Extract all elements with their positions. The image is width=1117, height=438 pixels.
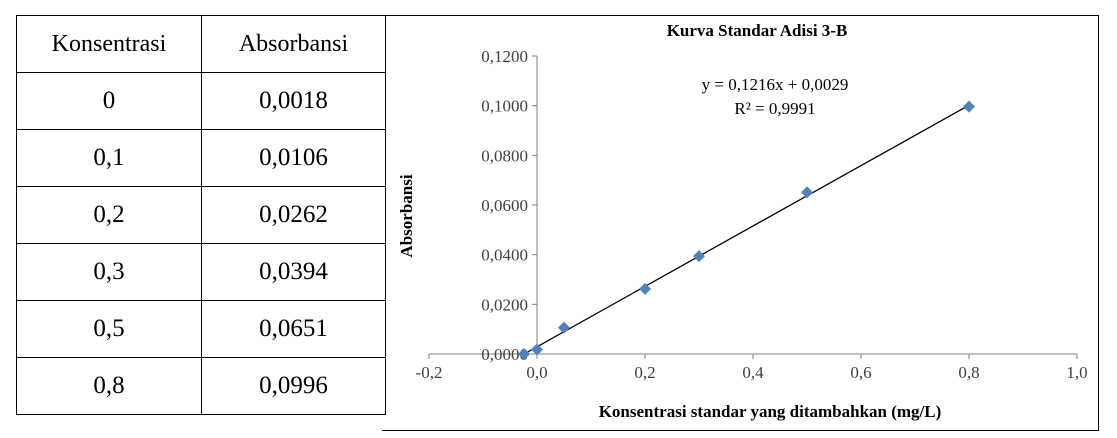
chart-title: Kurva Standar Adisi 3-B <box>667 21 848 40</box>
x-tick-label: 0,2 <box>634 363 655 382</box>
data-points <box>518 100 975 360</box>
table-cell-absorbansi: 0,0394 <box>201 243 386 301</box>
data-point-marker <box>518 348 531 360</box>
table-cell-absorbansi: 0,0996 <box>201 357 386 415</box>
y-tick-label: 0,1000 <box>481 97 528 116</box>
data-point-marker <box>531 343 543 356</box>
table-cell-konsentrasi: 0 <box>16 72 202 130</box>
table-cell-konsentrasi: 0,1 <box>16 129 202 187</box>
table-cell-konsentrasi: 0,2 <box>16 186 202 244</box>
x-tick-label: 0,8 <box>958 363 979 382</box>
table-cell-absorbansi: 0,0106 <box>201 129 386 187</box>
table-cell-absorbansi: 0,0651 <box>201 300 386 358</box>
y-tick-label: 0,0400 <box>481 246 528 265</box>
table-cell-konsentrasi: 0,8 <box>16 357 202 415</box>
y-tick-label: 0,1200 <box>481 47 528 66</box>
y-axis-label: Absorbansi <box>397 174 416 257</box>
axes: 0,0000 0,0200 0,0400 0,0600 0,0800 0,1000 0,12… <box>416 47 1088 382</box>
data-point-marker <box>963 100 975 113</box>
table-header-row: Konsentrasi Absorbansi <box>16 15 386 73</box>
table-row: 0 0,0018 <box>16 72 386 130</box>
data-point-marker <box>693 250 705 263</box>
y-tick-label: 0,0000 <box>481 345 528 364</box>
chart-frame: Kurva Standar Adisi 3-B Absorbansi Konse… <box>382 15 1099 431</box>
y-tick-label: 0,0200 <box>481 295 528 314</box>
trendline-equation: y = 0,1216x + 0,0029 <box>702 75 849 94</box>
y-tick-label: 0,0600 <box>481 196 528 215</box>
header-absorbansi: Absorbansi <box>201 15 386 73</box>
header-konsentrasi: Konsentrasi <box>16 15 202 73</box>
data-point-marker <box>801 186 813 199</box>
x-tick-label: -0,2 <box>416 363 443 382</box>
x-tick-label: 1,0 <box>1066 363 1087 382</box>
x-axis-label: Konsentrasi standar yang ditambahkan (mg… <box>599 402 942 421</box>
trendline-line <box>523 104 970 355</box>
y-tick-label: 0,0800 <box>481 146 528 165</box>
table-cell-absorbansi: 0,0018 <box>201 72 386 130</box>
data-point-marker <box>558 321 570 334</box>
table-row: 0,8 0,0996 <box>16 357 386 415</box>
table-cell-konsentrasi: 0,3 <box>16 243 202 301</box>
table-row: 0,5 0,0651 <box>16 300 386 358</box>
table-row: 0,1 0,0106 <box>16 129 386 187</box>
table-row: 0,3 0,0394 <box>16 243 386 301</box>
x-tick-label: 0,6 <box>850 363 871 382</box>
x-tick-label: 0,4 <box>742 363 764 382</box>
x-tick-label: 0,0 <box>526 363 547 382</box>
table-row: 0,2 0,0262 <box>16 186 386 244</box>
data-table: Konsentrasi Absorbansi 0 0,0018 0,1 0,01… <box>16 15 386 415</box>
table-cell-absorbansi: 0,0262 <box>201 186 386 244</box>
data-point-marker <box>639 282 651 295</box>
r-squared-label: R² = 0,9991 <box>734 99 815 118</box>
table-cell-konsentrasi: 0,5 <box>16 300 202 358</box>
scatter-chart: Kurva Standar Adisi 3-B Absorbansi Konse… <box>397 21 1088 421</box>
trendline <box>523 104 970 355</box>
